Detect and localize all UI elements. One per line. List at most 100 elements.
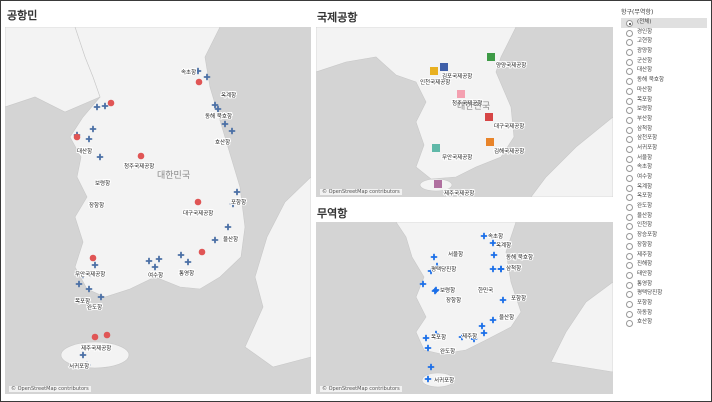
port-marker[interactable] <box>203 73 211 81</box>
trade-marker[interactable] <box>480 329 488 337</box>
trade-marker[interactable] <box>432 330 440 338</box>
legend-item[interactable]: 옥계항 <box>621 183 707 193</box>
radio-button[interactable] <box>626 87 633 95</box>
airport-dot[interactable] <box>107 99 115 107</box>
port-marker[interactable] <box>85 285 93 293</box>
radio-button[interactable] <box>626 49 633 57</box>
trade-marker[interactable] <box>499 296 507 304</box>
radio-button[interactable] <box>626 20 633 27</box>
radio-button[interactable] <box>626 291 633 299</box>
legend-item[interactable]: 평택당진항 <box>621 289 707 299</box>
airport-map[interactable]: 양양국제공항 김포국제공항 인천국제공항 청주국제공항 대구국제공항 무안국제공항 김해국제… <box>316 27 613 197</box>
port-marker[interactable] <box>145 257 153 265</box>
port-marker[interactable] <box>233 188 241 196</box>
legend-item[interactable]: 인천항 <box>621 221 707 231</box>
airport-dot[interactable] <box>137 152 145 160</box>
radio-button[interactable] <box>626 107 633 115</box>
radio-button[interactable] <box>626 145 633 153</box>
trade-marker[interactable] <box>431 287 439 295</box>
trade-marker[interactable] <box>424 344 432 352</box>
airport-marker[interactable] <box>487 53 495 61</box>
trade-marker[interactable] <box>489 316 497 324</box>
port-marker[interactable] <box>214 105 222 113</box>
radio-button[interactable] <box>626 242 633 250</box>
airport-marker[interactable] <box>457 90 465 98</box>
legend-item[interactable]: 경인항 <box>621 28 707 38</box>
radio-button[interactable] <box>626 155 633 163</box>
port-marker[interactable] <box>211 101 219 109</box>
port-marker[interactable] <box>229 200 237 208</box>
port-marker[interactable] <box>75 280 83 288</box>
port-marker[interactable] <box>228 127 236 135</box>
radio-button[interactable] <box>626 58 633 66</box>
legend-item[interactable]: 속초항 <box>621 163 707 173</box>
radio-button[interactable] <box>626 165 633 173</box>
trade-marker[interactable] <box>478 322 486 330</box>
port-marker[interactable] <box>155 255 163 263</box>
radio-button[interactable] <box>626 223 633 231</box>
radio-button[interactable] <box>626 281 633 289</box>
legend-item[interactable]: 고현항 <box>621 37 707 47</box>
legend-item[interactable]: 옥포항 <box>621 192 707 202</box>
port-marker[interactable] <box>221 120 229 128</box>
radio-button[interactable] <box>626 204 633 212</box>
legend-item[interactable]: 마산항 <box>621 86 707 96</box>
trade-marker[interactable] <box>430 253 438 261</box>
legend-item[interactable]: 삼천포항 <box>621 134 707 144</box>
radio-button[interactable] <box>626 175 633 182</box>
airport-marker[interactable] <box>430 67 438 75</box>
airport-marker[interactable] <box>432 144 440 152</box>
legend-item[interactable]: 삼척항 <box>621 125 707 135</box>
legend-item[interactable]: 울산항 <box>621 212 707 222</box>
port-marker[interactable] <box>93 103 101 111</box>
legend-item[interactable]: 대산항 <box>621 66 707 76</box>
legend-item[interactable]: 하동항 <box>621 309 707 319</box>
radio-button[interactable] <box>626 136 633 144</box>
radio-button[interactable] <box>626 194 633 202</box>
trade-marker[interactable] <box>470 335 478 343</box>
trade-marker[interactable] <box>424 375 432 383</box>
trade-marker[interactable] <box>419 280 427 288</box>
port-marker[interactable] <box>177 251 185 259</box>
radio-button[interactable] <box>626 29 633 37</box>
trade-marker[interactable] <box>458 333 466 341</box>
airport-marker[interactable] <box>485 113 493 121</box>
legend-item[interactable]: 제주항 <box>621 251 707 261</box>
legend-item[interactable]: 보령항 <box>621 105 707 115</box>
airport-dot[interactable] <box>73 133 81 141</box>
trade-marker[interactable] <box>480 232 488 240</box>
port-marker[interactable] <box>91 261 99 269</box>
port-map[interactable]: 속초항 옥계항 동해 묵호항 호산항 대산항 청주국제공항 대한민국 보령항 장항항 대구국제공항… <box>5 27 311 394</box>
airport-dot[interactable] <box>91 333 99 341</box>
airport-marker[interactable] <box>440 63 448 71</box>
radio-button[interactable] <box>626 310 633 318</box>
radio-button[interactable] <box>626 262 633 270</box>
trade-marker[interactable] <box>427 363 435 371</box>
port-marker[interactable] <box>86 270 94 278</box>
legend-item[interactable]: 장승포항 <box>621 231 707 241</box>
radio-button[interactable] <box>626 213 633 221</box>
airport-marker[interactable] <box>434 180 442 188</box>
legend-item[interactable]: 서울항 <box>621 154 707 164</box>
port-marker[interactable] <box>211 236 219 244</box>
radio-button[interactable] <box>626 233 633 241</box>
legend-item[interactable]: 호산항 <box>621 318 707 328</box>
port-marker[interactable] <box>224 223 232 231</box>
airport-dot[interactable] <box>194 198 202 206</box>
radio-button[interactable] <box>626 252 633 260</box>
airport-dot[interactable] <box>198 248 206 256</box>
radio-button[interactable] <box>626 271 633 279</box>
radio-button[interactable] <box>626 126 633 134</box>
legend-item[interactable]: 서귀포항 <box>621 144 707 154</box>
legend-item[interactable]: 장항항 <box>621 241 707 251</box>
trade-marker[interactable] <box>427 267 435 275</box>
legend-item[interactable]: (전체) <box>621 18 707 28</box>
trade-marker[interactable] <box>490 251 498 259</box>
airport-marker[interactable] <box>486 138 494 146</box>
legend-item[interactable]: 부산항 <box>621 115 707 125</box>
legend-item[interactable]: 태안항 <box>621 270 707 280</box>
port-marker[interactable] <box>96 153 104 161</box>
legend-item[interactable]: 여수항 <box>621 173 707 183</box>
